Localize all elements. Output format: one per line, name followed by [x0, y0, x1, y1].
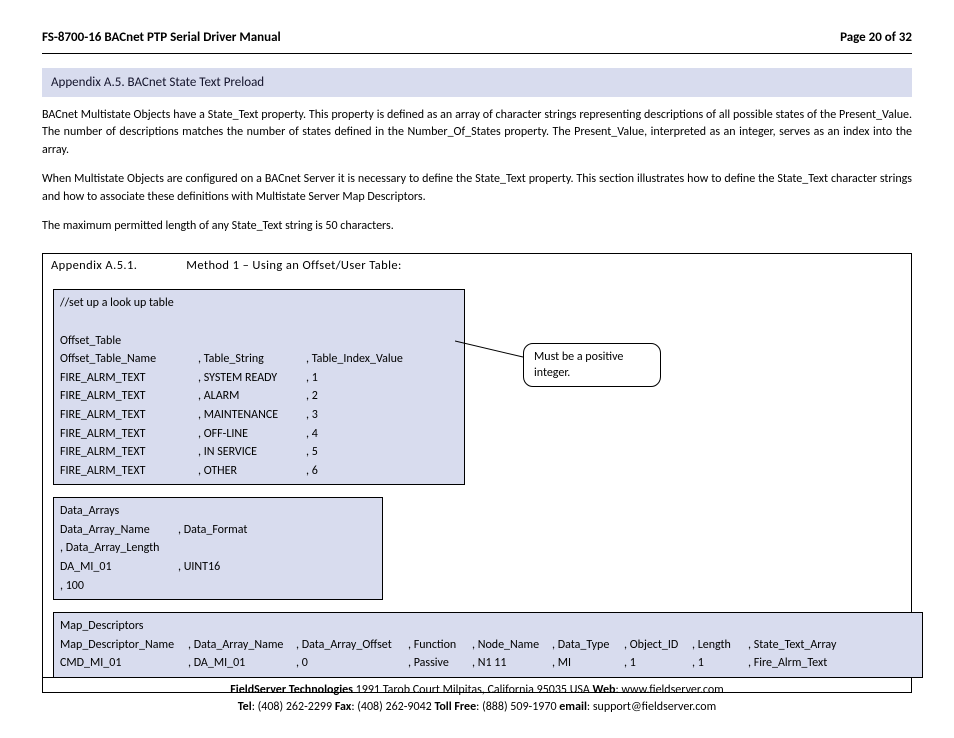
code-section-head: Data_Arrays	[60, 502, 376, 521]
code-cell: , IN SERVICE	[198, 443, 306, 462]
blank-line	[60, 313, 458, 332]
code-cell: , Data_Type	[552, 636, 624, 655]
tel-label: Tel	[238, 700, 252, 714]
code-cell: , N1 11	[472, 654, 552, 673]
code-row: DA_MI_01, UINT16 , 100	[60, 558, 376, 595]
page-footer: FieldServer Technologies 1991 Tarob Cour…	[42, 677, 912, 716]
web-label: Web	[593, 683, 616, 697]
code-row: FIRE_ALRM_TEXT, OTHER, 6	[60, 462, 458, 481]
code-cell: , 100	[60, 577, 170, 596]
map-descriptors-box: Map_DescriptorsMap_Descriptor_Name, Data…	[53, 612, 923, 678]
section-heading: Appendix A.5. BACnet State Text Preload	[42, 68, 912, 97]
code-row: FIRE_ALRM_TEXT, ALARM, 2	[60, 387, 458, 406]
code-cell: Map_Descriptor_Name	[60, 636, 188, 655]
code-cell: , OTHER	[198, 462, 306, 481]
page-header: FS-8700-16 BACnet PTP Serial Driver Manu…	[42, 30, 912, 51]
code-cell: , Data_Array_Length	[60, 539, 170, 558]
manual-title: FS-8700-16 BACnet PTP Serial Driver Manu…	[42, 30, 281, 45]
code-cell: , UINT16	[178, 558, 274, 577]
code-cell: , 4	[306, 425, 456, 444]
code-cell: , 3	[306, 406, 456, 425]
code-row: Map_Descriptor_Name, Data_Array_Name, Da…	[60, 636, 916, 655]
paragraph-1: BACnet Multistate Objects have a State_T…	[42, 107, 912, 159]
code-cell: , MAINTENANCE	[198, 406, 306, 425]
code-cell: , Passive	[408, 654, 472, 673]
paragraph-3: The maximum permitted length of any Stat…	[42, 218, 912, 235]
email-value: : support@fieldserver.com	[587, 700, 716, 714]
fax-value: : (408) 262-9042	[351, 700, 434, 714]
footer-rule	[42, 677, 912, 678]
code-cell: , Function	[408, 636, 472, 655]
code-row: FIRE_ALRM_TEXT, OFF-LINE, 4	[60, 425, 458, 444]
code-cell: , Table_Index_Value	[306, 350, 456, 369]
offset-table-box: //set up a look up table Offset_TableOff…	[53, 289, 465, 485]
code-cell: DA_MI_01	[60, 558, 178, 577]
code-cell: , 1	[624, 654, 692, 673]
code-cell: CMD_MI_01	[60, 654, 188, 673]
code-cell: , Data_Format	[178, 521, 274, 540]
toll-value: : (888) 509-1970	[476, 700, 559, 714]
callout-connector	[455, 335, 525, 365]
code-row: FIRE_ALRM_TEXT, IN SERVICE, 5	[60, 443, 458, 462]
code-cell: FIRE_ALRM_TEXT	[60, 425, 198, 444]
code-cell: , 1	[306, 369, 456, 388]
footer-line-1: FieldServer Technologies 1991 Tarob Cour…	[42, 682, 912, 699]
callout-text: Must be a positive integer.	[534, 350, 623, 380]
code-cell: , OFF-LINE	[198, 425, 306, 444]
code-cell: , 0	[296, 654, 408, 673]
code-cell: FIRE_ALRM_TEXT	[60, 369, 198, 388]
code-cell: Offset_Table_Name	[60, 350, 198, 369]
code-cell: FIRE_ALRM_TEXT	[60, 406, 198, 425]
email-label: email	[559, 700, 587, 714]
code-cell: , State_Text_Array	[748, 636, 858, 655]
code-row: Offset_Table_Name, Table_String, Table_I…	[60, 350, 458, 369]
code-comment: //set up a look up table	[60, 294, 458, 313]
company-address: 1991 Tarob Court Milpitas, California 95…	[353, 683, 593, 697]
code-cell: FIRE_ALRM_TEXT	[60, 443, 198, 462]
code-cell: , 2	[306, 387, 456, 406]
code-cell: FIRE_ALRM_TEXT	[60, 387, 198, 406]
callout-bubble: Must be a positive integer.	[523, 343, 661, 387]
subsection-heading: Appendix A.5.1. Method 1 – Using an Offs…	[42, 253, 912, 277]
page-number: Page 20 of 32	[840, 30, 912, 45]
subsection-title: Method 1 – Using an Offset/User Table:	[186, 258, 402, 273]
code-cell: FIRE_ALRM_TEXT	[60, 462, 198, 481]
subsection-number: Appendix A.5.1.	[51, 258, 183, 273]
code-cell: , 1	[692, 654, 748, 673]
code-container: //set up a look up table Offset_TableOff…	[42, 277, 912, 693]
code-section-head: Map_Descriptors	[60, 617, 916, 636]
code-cell: , MI	[552, 654, 624, 673]
code-cell: , Fire_Alrm_Text	[748, 654, 858, 673]
code-cell: , ALARM	[198, 387, 306, 406]
code-cell: , Data_Array_Name	[188, 636, 296, 655]
code-row: CMD_MI_01, DA_MI_01, 0, Passive, N1 11, …	[60, 654, 916, 673]
code-cell: , Object_ID	[624, 636, 692, 655]
code-row: Data_Array_Name, Data_Format , Data_Array…	[60, 521, 376, 558]
code-cell: , Data_Array_Offset	[296, 636, 408, 655]
data-arrays-box: Data_ArraysData_Array_Name, Data_Format,…	[53, 497, 383, 600]
code-row: FIRE_ALRM_TEXT, MAINTENANCE, 3	[60, 406, 458, 425]
code-cell: , Node_Name	[472, 636, 552, 655]
code-cell: , DA_MI_01	[188, 654, 296, 673]
web-url: : www.fieldserver.com	[615, 683, 723, 697]
code-cell: Data_Array_Name	[60, 521, 178, 540]
code-cell: , SYSTEM READY	[198, 369, 306, 388]
page: FS-8700-16 BACnet PTP Serial Driver Manu…	[0, 0, 954, 738]
header-rule	[42, 53, 912, 54]
code-section-head: Offset_Table	[60, 332, 458, 351]
fax-label: Fax	[335, 700, 352, 714]
toll-label: Toll Free	[434, 700, 476, 714]
tel-value: : (408) 262-2299	[252, 700, 335, 714]
code-cell: , 6	[306, 462, 456, 481]
code-cell: , Length	[692, 636, 748, 655]
paragraph-2: When Multistate Objects are configured o…	[42, 171, 912, 206]
code-cell: , Table_String	[198, 350, 306, 369]
company-name: FieldServer Technologies	[230, 683, 353, 697]
footer-line-2: Tel: (408) 262-2299 Fax: (408) 262-9042 …	[42, 699, 912, 716]
code-cell: , 5	[306, 443, 456, 462]
code-row: FIRE_ALRM_TEXT, SYSTEM READY, 1	[60, 369, 458, 388]
